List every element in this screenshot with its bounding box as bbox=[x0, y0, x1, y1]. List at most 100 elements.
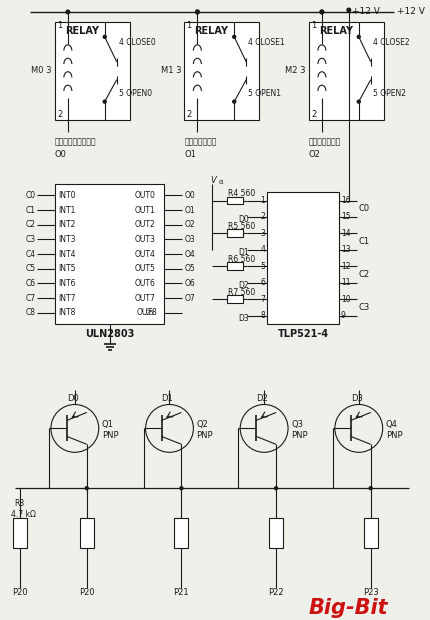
Text: ULN2803: ULN2803 bbox=[85, 329, 134, 339]
Text: OUT7: OUT7 bbox=[134, 294, 155, 303]
Text: O2: O2 bbox=[184, 220, 195, 229]
Text: O1: O1 bbox=[184, 150, 196, 159]
Text: O3: O3 bbox=[184, 235, 195, 244]
Bar bbox=[268, 518, 283, 548]
Text: 2: 2 bbox=[57, 110, 62, 119]
Text: Q2: Q2 bbox=[196, 420, 208, 429]
Text: M1 3: M1 3 bbox=[160, 66, 181, 75]
Text: R4 560: R4 560 bbox=[227, 189, 255, 198]
Circle shape bbox=[66, 10, 70, 14]
Text: 4.7 kΩ: 4.7 kΩ bbox=[11, 510, 36, 518]
Bar bbox=[55, 184, 164, 324]
Bar bbox=[184, 22, 258, 120]
Text: D0: D0 bbox=[238, 215, 249, 224]
Circle shape bbox=[179, 487, 182, 490]
Circle shape bbox=[85, 487, 88, 490]
Text: O0: O0 bbox=[55, 150, 67, 159]
Circle shape bbox=[369, 487, 372, 490]
Circle shape bbox=[319, 10, 323, 14]
Bar bbox=[80, 518, 94, 548]
Text: OUT1: OUT1 bbox=[134, 205, 155, 215]
Text: INT1: INT1 bbox=[58, 205, 75, 215]
Text: 1: 1 bbox=[186, 22, 191, 30]
Text: P21: P21 bbox=[173, 588, 189, 597]
Text: 15: 15 bbox=[340, 213, 350, 221]
Text: C4: C4 bbox=[26, 250, 36, 259]
Text: 4 CLOSE1: 4 CLOSE1 bbox=[248, 38, 284, 47]
Text: Big-Bit: Big-Bit bbox=[308, 598, 388, 618]
Text: INT5: INT5 bbox=[58, 264, 75, 273]
Text: INT0: INT0 bbox=[58, 191, 75, 200]
Text: C3: C3 bbox=[358, 303, 369, 312]
Text: D2: D2 bbox=[255, 394, 267, 403]
Circle shape bbox=[346, 8, 350, 12]
Text: C2: C2 bbox=[26, 220, 36, 229]
Text: 5 OPEN1: 5 OPEN1 bbox=[248, 89, 280, 98]
Bar bbox=[363, 518, 377, 548]
Text: C0: C0 bbox=[358, 204, 369, 213]
Text: PNP: PNP bbox=[196, 431, 212, 440]
Text: PNP: PNP bbox=[385, 431, 401, 440]
Circle shape bbox=[232, 100, 235, 103]
Text: 5 OPEN0: 5 OPEN0 bbox=[118, 89, 151, 98]
Text: 4 CLOSE0: 4 CLOSE0 bbox=[118, 38, 155, 47]
Text: 4: 4 bbox=[260, 246, 264, 254]
Text: 2: 2 bbox=[260, 213, 264, 221]
Circle shape bbox=[274, 487, 277, 490]
Text: D3: D3 bbox=[238, 314, 249, 323]
Text: 3: 3 bbox=[260, 229, 264, 238]
Circle shape bbox=[195, 10, 199, 14]
Text: P20: P20 bbox=[12, 588, 28, 597]
Text: M0 3: M0 3 bbox=[31, 66, 52, 75]
Text: 5: 5 bbox=[260, 262, 264, 271]
Text: M2 3: M2 3 bbox=[285, 66, 305, 75]
Text: D1: D1 bbox=[238, 248, 249, 257]
Text: INT8: INT8 bbox=[58, 308, 75, 317]
Circle shape bbox=[232, 35, 235, 38]
Text: P20: P20 bbox=[79, 588, 94, 597]
Circle shape bbox=[319, 10, 323, 14]
Text: INT3: INT3 bbox=[58, 235, 75, 244]
Bar bbox=[226, 197, 242, 205]
Text: 14: 14 bbox=[340, 229, 350, 238]
Text: PNP: PNP bbox=[290, 431, 307, 440]
Text: 13: 13 bbox=[340, 246, 350, 254]
Text: O7: O7 bbox=[184, 294, 195, 303]
Text: 5 OPEN2: 5 OPEN2 bbox=[372, 89, 405, 98]
Text: OUT8: OUT8 bbox=[136, 308, 157, 317]
Bar bbox=[174, 518, 188, 548]
Text: INT7: INT7 bbox=[58, 294, 75, 303]
Circle shape bbox=[356, 100, 359, 103]
Text: R7 560: R7 560 bbox=[227, 288, 255, 296]
Text: R8: R8 bbox=[14, 498, 24, 508]
Text: 9: 9 bbox=[340, 311, 345, 320]
Text: INT6: INT6 bbox=[58, 279, 75, 288]
Circle shape bbox=[103, 100, 106, 103]
Text: C7: C7 bbox=[26, 294, 36, 303]
Text: C1: C1 bbox=[358, 237, 369, 246]
Text: OUT6: OUT6 bbox=[134, 279, 155, 288]
Text: C5: C5 bbox=[26, 264, 36, 273]
Text: O5: O5 bbox=[184, 264, 195, 273]
Text: α: α bbox=[218, 179, 222, 185]
Text: 1: 1 bbox=[57, 22, 62, 30]
Text: C3: C3 bbox=[26, 235, 36, 244]
Text: P22: P22 bbox=[267, 588, 283, 597]
Text: Q3: Q3 bbox=[290, 420, 302, 429]
Text: RELAY: RELAY bbox=[194, 26, 228, 36]
Text: OUT2: OUT2 bbox=[134, 220, 155, 229]
Text: Q1: Q1 bbox=[101, 420, 114, 429]
Bar bbox=[226, 295, 242, 303]
Text: OUT3: OUT3 bbox=[134, 235, 155, 244]
Text: D1: D1 bbox=[161, 394, 173, 403]
Text: OUT0: OUT0 bbox=[134, 191, 155, 200]
Bar bbox=[308, 22, 383, 120]
Text: INT2: INT2 bbox=[58, 220, 75, 229]
Text: 接空调电源控制开关: 接空调电源控制开关 bbox=[55, 137, 96, 146]
Text: O0: O0 bbox=[184, 191, 195, 200]
Text: O2: O2 bbox=[308, 150, 320, 159]
Text: C0: C0 bbox=[26, 191, 36, 200]
Text: P23: P23 bbox=[362, 588, 378, 597]
Text: 4 CLOSE2: 4 CLOSE2 bbox=[372, 38, 408, 47]
Text: 2: 2 bbox=[310, 110, 316, 119]
